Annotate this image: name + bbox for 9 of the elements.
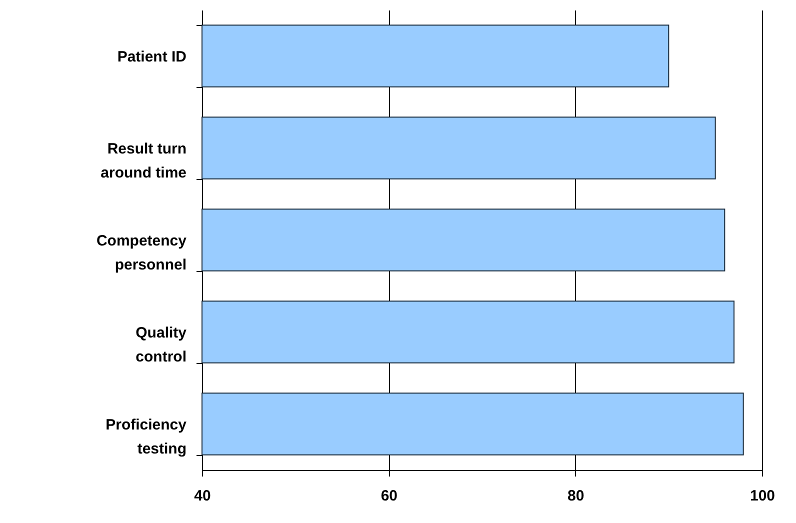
y-tick-label: Competency personnel xyxy=(96,232,188,274)
y-tick-label: Result turn around time xyxy=(100,140,186,182)
y-tick-label: Proficiency testing xyxy=(106,416,188,458)
x-tick-label: 40 xyxy=(194,488,211,504)
y-tick-label: Quality control xyxy=(136,324,188,366)
x-tick-label: 60 xyxy=(380,488,398,504)
x-tick-label: 80 xyxy=(567,488,584,504)
y-tick-label: Patient ID xyxy=(117,48,187,66)
x-tick-label: 100 xyxy=(750,488,776,504)
